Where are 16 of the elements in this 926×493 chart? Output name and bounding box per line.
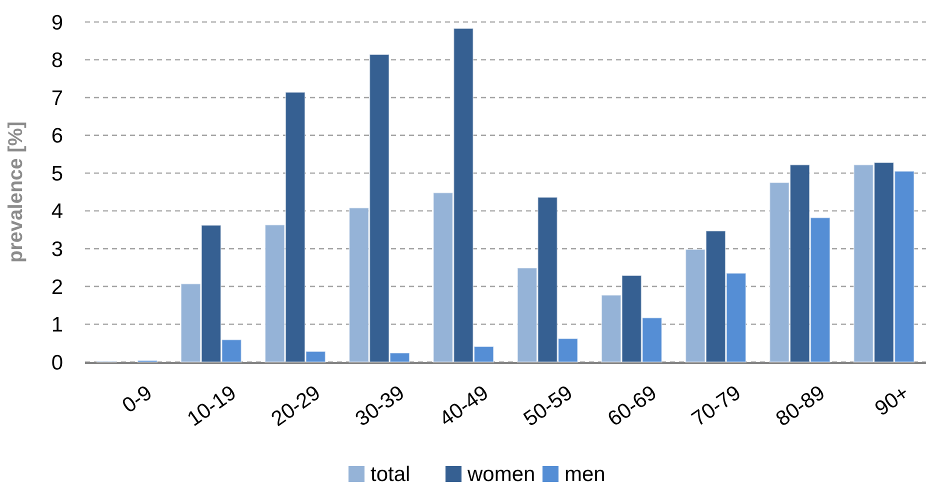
y-tick-label: 6 <box>51 124 63 148</box>
y-tick-label: 7 <box>51 86 63 110</box>
y-tick-label: 8 <box>51 49 63 72</box>
legend-label: women <box>466 463 536 486</box>
y-tick-label: 1 <box>51 314 63 337</box>
y-tick-label: 2 <box>51 276 63 299</box>
y-tick-label: 5 <box>51 162 63 186</box>
y-tick-label: 0 <box>51 351 63 374</box>
x-tick-label: 90+ <box>870 381 914 421</box>
y-tick-label: 9 <box>51 11 63 34</box>
y-tick-label: 4 <box>51 200 64 224</box>
legend-label: total <box>370 463 410 486</box>
y-axis-title: prevalence [%] <box>5 121 27 263</box>
y-tick-label: 3 <box>51 238 63 262</box>
x-tick-label: 0-9 <box>118 381 156 418</box>
legend-label: men <box>564 463 606 486</box>
